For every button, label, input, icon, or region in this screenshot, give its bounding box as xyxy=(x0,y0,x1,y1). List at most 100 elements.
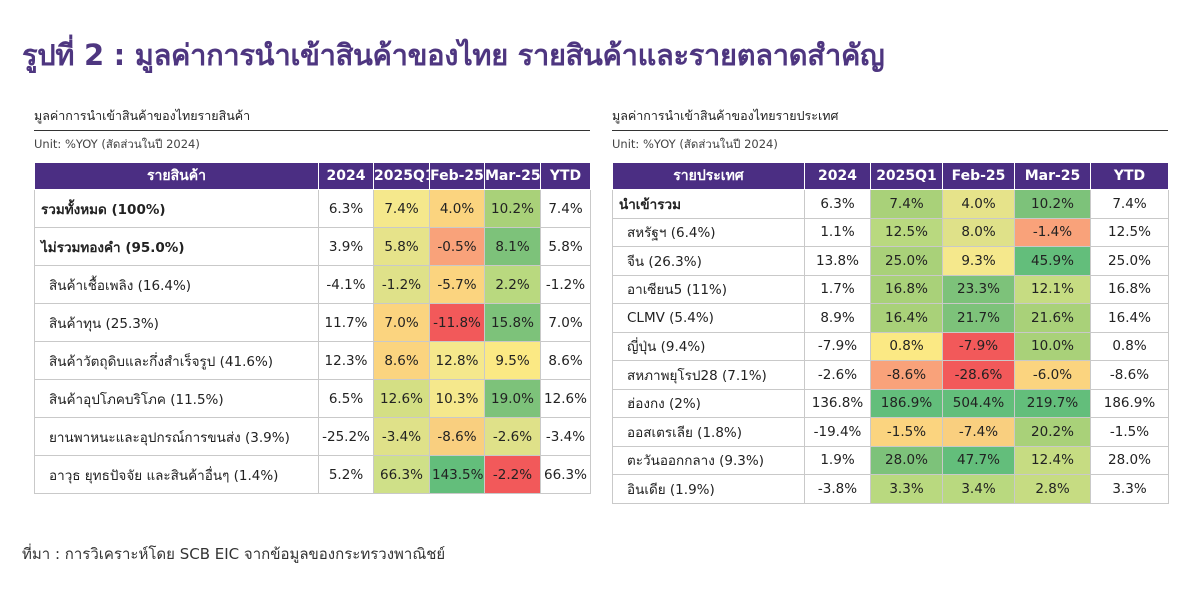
row-label: ไม่รวมทองคำ (95.0%) xyxy=(34,227,319,266)
row-label: สินค้าทุน (25.3%) xyxy=(34,303,319,342)
table-row: อาเซียน5 (11%) 1.7% 16.8% 23.3% 12.1% 16.8% xyxy=(612,274,1169,304)
value-cell: 10.2% xyxy=(484,189,541,228)
value-cell: 3.3% xyxy=(870,474,943,504)
row-label: สหภาพยุโรป28 (7.1%) xyxy=(612,360,805,390)
value-cell: 12.4% xyxy=(1014,445,1091,475)
value-cell: -0.5% xyxy=(429,227,485,266)
value-cell: -8.6% xyxy=(870,360,943,390)
value-cell: -8.6% xyxy=(429,417,485,456)
value-cell: 21.6% xyxy=(1014,303,1091,333)
value-cell: 11.7% xyxy=(318,303,374,342)
value-cell: 7.0% xyxy=(373,303,430,342)
value-cell: 28.0% xyxy=(870,445,943,475)
row-label: อินเดีย (1.9%) xyxy=(612,474,805,504)
value-cell: -19.4% xyxy=(804,417,871,447)
table-row: ยานพาหนะและอุปกรณ์การขนส่ง (3.9%) -25.2% -… xyxy=(34,417,591,456)
row-label: ตะวันออกกลาง (9.3%) xyxy=(612,445,805,475)
value-cell: 7.0% xyxy=(540,303,591,342)
row-label: อาวุธ ยุทธปัจจัย และสินค้าอื่นๆ (1.4%) xyxy=(34,455,319,494)
value-cell: 16.4% xyxy=(1090,303,1169,333)
value-cell: 3.4% xyxy=(942,474,1015,504)
value-cell: 12.6% xyxy=(373,379,430,418)
value-cell: -3.4% xyxy=(373,417,430,456)
value-cell: -28.6% xyxy=(942,360,1015,390)
col-header-mar-25: Mar-25 xyxy=(484,162,541,190)
value-cell: 12.5% xyxy=(870,217,943,247)
value-cell: 20.2% xyxy=(1014,417,1091,447)
value-cell: 0.8% xyxy=(870,331,943,361)
table-row: อาวุธ ยุทธปัจจัย และสินค้าอื่นๆ (1.4%) 5.… xyxy=(34,455,591,494)
table-row: ไม่รวมทองคำ (95.0%) 3.9% 5.8% -0.5% 8.1% 5.8% xyxy=(34,227,591,266)
row-label: CLMV (5.4%) xyxy=(612,303,805,333)
table-row: สหภาพยุโรป28 (7.1%) -2.6% -8.6% -28.6% -6.0%… xyxy=(612,360,1169,390)
col-header-category: รายสินค้า xyxy=(34,162,319,190)
row-label: อาเซียน5 (11%) xyxy=(612,274,805,304)
value-cell: 1.7% xyxy=(804,274,871,304)
value-cell: 10.2% xyxy=(1014,189,1091,219)
value-cell: 19.0% xyxy=(484,379,541,418)
panel-title: มูลค่าการนำเข้าสินค้าของไทยรายสินค้า xyxy=(34,106,590,131)
row-label: นำเข้ารวม xyxy=(612,189,805,219)
col-header-2024: 2024 xyxy=(318,162,374,190)
row-label: สินค้าวัตถุดิบและกึ่งสำเร็จรูป (41.6%) xyxy=(34,341,319,380)
value-cell: -2.6% xyxy=(484,417,541,456)
col-header-2024: 2024 xyxy=(804,162,871,190)
row-label: ญี่ปุ่น (9.4%) xyxy=(612,331,805,361)
col-header-feb-25: Feb-25 xyxy=(429,162,485,190)
value-cell: 10.3% xyxy=(429,379,485,418)
value-cell: 3.9% xyxy=(318,227,374,266)
table-row: สินค้าเชื้อเพลิง (16.4%) -4.1% -1.2% -5.7% 2… xyxy=(34,265,591,304)
table-row: รวมทั้งหมด (100%) 6.3% 7.4% 4.0% 10.2% 7.4% xyxy=(34,189,591,228)
value-cell: 16.8% xyxy=(870,274,943,304)
value-cell: 7.4% xyxy=(540,189,591,228)
value-cell: 8.6% xyxy=(540,341,591,380)
table-row: สหรัฐฯ (6.4%) 1.1% 12.5% 8.0% -1.4% 12.5% xyxy=(612,217,1169,247)
value-cell: 5.8% xyxy=(540,227,591,266)
value-cell: -5.7% xyxy=(429,265,485,304)
value-cell: 12.8% xyxy=(429,341,485,380)
value-cell: 47.7% xyxy=(942,445,1015,475)
col-header-ytd: YTD xyxy=(540,162,591,190)
value-cell: 219.7% xyxy=(1014,388,1091,418)
value-cell: 21.7% xyxy=(942,303,1015,333)
value-cell: -1.2% xyxy=(540,265,591,304)
value-cell: 28.0% xyxy=(1090,445,1169,475)
value-cell: -3.4% xyxy=(540,417,591,456)
country-import-panel: มูลค่าการนำเข้าสินค้าของไทยรายประเทศ Uni… xyxy=(612,106,1169,504)
value-cell: 1.1% xyxy=(804,217,871,247)
value-cell: 504.4% xyxy=(942,388,1015,418)
panel-unit: Unit: %YOY (สัดส่วนในปี 2024) xyxy=(34,137,200,151)
value-cell: 45.9% xyxy=(1014,246,1091,276)
value-cell: 12.6% xyxy=(540,379,591,418)
value-cell: 2.8% xyxy=(1014,474,1091,504)
value-cell: 5.8% xyxy=(373,227,430,266)
value-cell: 12.3% xyxy=(318,341,374,380)
value-cell: 4.0% xyxy=(429,189,485,228)
value-cell: 66.3% xyxy=(373,455,430,494)
value-cell: 3.3% xyxy=(1090,474,1169,504)
country-import-table: รายประเทศ 2024 2025Q1 Feb-25 Mar-25 YTD … xyxy=(612,162,1169,504)
value-cell: 16.4% xyxy=(870,303,943,333)
col-header-ytd: YTD xyxy=(1090,162,1169,190)
value-cell: -7.9% xyxy=(942,331,1015,361)
value-cell: 9.3% xyxy=(942,246,1015,276)
col-header-mar-25: Mar-25 xyxy=(1014,162,1091,190)
value-cell: 8.6% xyxy=(373,341,430,380)
table-row: สินค้าทุน (25.3%) 11.7% 7.0% -11.8% 15.8% 7.0… xyxy=(34,303,591,342)
value-cell: 7.4% xyxy=(1090,189,1169,219)
value-cell: 9.5% xyxy=(484,341,541,380)
value-cell: 6.5% xyxy=(318,379,374,418)
col-header-country: รายประเทศ xyxy=(612,162,805,190)
value-cell: 23.3% xyxy=(942,274,1015,304)
row-label: สินค้าอุปโภคบริโภค (11.5%) xyxy=(34,379,319,418)
table-row: ออสเตรเลีย (1.8%) -19.4% -1.5% -7.4% 20.2% -1… xyxy=(612,417,1169,447)
value-cell: 16.8% xyxy=(1090,274,1169,304)
value-cell: -7.4% xyxy=(942,417,1015,447)
value-cell: -1.4% xyxy=(1014,217,1091,247)
value-cell: 186.9% xyxy=(1090,388,1169,418)
value-cell: 8.9% xyxy=(804,303,871,333)
value-cell: 15.8% xyxy=(484,303,541,342)
value-cell: 12.1% xyxy=(1014,274,1091,304)
table-row: จีน (26.3%) 13.8% 25.0% 9.3% 45.9% 25.0% xyxy=(612,246,1169,276)
table-row: นำเข้ารวม 6.3% 7.4% 4.0% 10.2% 7.4% xyxy=(612,189,1169,219)
